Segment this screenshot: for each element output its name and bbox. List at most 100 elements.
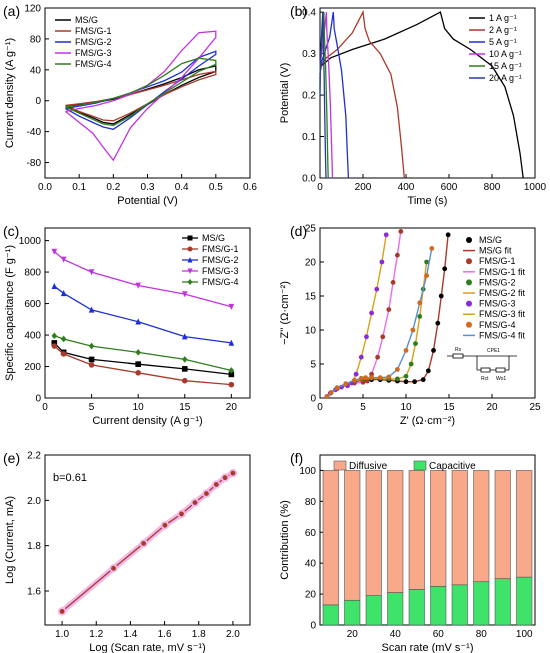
y-axis-label: Potential (V) [279,63,291,124]
y-tick-label: 100 [299,466,316,477]
nyquist-point [424,273,430,278]
capacitance-point [51,332,58,340]
capacitance-point [88,306,95,313]
x-tick-label: 5 [360,402,366,413]
capacitance-point [181,377,188,384]
nyquist-point [424,259,430,265]
y-tick-label: 2.0 [27,496,41,507]
legend-label: FMS/G-1 [75,26,112,36]
capacitance-point [228,339,235,346]
nyquist-point [395,367,400,372]
warburg-element [495,367,506,373]
nyquist-point [374,286,380,292]
y-tick-label: 5 [310,360,316,371]
capacitive-bar [387,592,404,626]
data-point [230,470,236,476]
data-point [179,511,184,517]
nyquist-point [431,348,436,353]
panel-f: 20 40 60 80 100 0 20 40 60 80 100 Scan rate (mV s⁻¹… [279,450,536,653]
legend-label: Diffusive [349,461,388,472]
capacitance-point [228,371,235,378]
capacitance-point [88,342,95,350]
circuit-label: Wo1 [496,376,506,382]
capacitive-bar [408,589,425,626]
y-tick-label: 0.0 [302,174,316,185]
nyquist-point [386,307,392,312]
x-tick-label: 0 [317,402,323,413]
nyquist-fit-line [326,248,433,398]
legend-label: FMS/G-1 fit [479,267,526,277]
capacitive-bar [473,581,490,626]
data-point [162,522,168,528]
data-point [222,475,228,481]
y-tick-label: 25 [305,224,317,235]
gcd-curve [319,11,524,179]
legend-swatch [413,460,427,471]
plot-frame [319,454,536,626]
x-tick-label: 20 [226,402,238,413]
y-tick-label: 0.3 [302,49,316,60]
capacitance-point [135,370,141,376]
x-tick-label: 20 [486,402,498,413]
diffusive-bar [365,470,382,596]
nyquist-point [324,394,330,398]
nyquist-point [386,374,392,380]
circuit-label: Rct [481,376,489,382]
data-point [59,609,65,614]
y-tick-label: 20 [305,258,317,269]
legend-label: FMS/G-2 [202,255,239,265]
nyquist-point [369,375,374,380]
y-tick-label: 0.4 [302,8,316,19]
legend-label: FMS/G-3 fit [479,309,526,319]
legend-label: MS/G [75,15,98,25]
legend-marker [187,257,193,263]
y-tick-label: 40 [305,559,317,570]
legend-label: 1 A g⁻¹ [489,13,517,23]
nyquist-point [353,371,359,377]
y-tick-label: 0 [310,394,316,405]
x-tick-label: 200 [355,182,372,193]
y-tick-label: -80 [27,158,42,169]
capacitance-point [135,318,141,325]
panel-e: 1.0 1.2 1.4 1.6 1.8 2.0 1.6 1.8 2.0 2.2 Log (Scan … [3,450,251,653]
panel-label: (b) [290,3,307,19]
nyquist-point [379,259,385,265]
circuit-label: CPE1 [487,348,500,354]
capacitance-point [88,362,95,368]
legend-label: FMS/G-4 [75,59,112,69]
x-tick-label: 0.0 [38,182,52,193]
fit-line [61,472,234,612]
nyquist-point [429,246,435,251]
legend-marker [466,237,472,243]
nyquist-point [412,379,417,385]
nyquist-point [417,314,423,319]
nyquist-plot-area [324,229,451,398]
legend-label: FMS/G-1 [202,244,239,254]
panel-a: 0.0 0.1 0.2 0.3 0.4 0.5 0.6 -80 -40 0 40 80 120 Poten… [3,3,257,207]
y-tick-label: 1.6 [27,587,41,598]
nyquist-point [420,377,426,383]
capacitance-point [181,356,188,363]
capacitance-line [53,285,232,344]
capacitance-point [228,381,235,388]
x-tick-label: 25 [529,402,541,413]
capacitance-point [181,366,188,372]
y-axis-label: −Z'' (Ω·cm⁻²) [279,281,291,345]
capacitive-bar [322,604,339,626]
nyquist-point [377,375,383,380]
nyquist-point [438,293,444,299]
legend-marker [466,258,472,265]
legend-label: MS/G fit [479,246,512,256]
x-tick-label: 60 [433,629,445,640]
capacitance-point [60,351,67,357]
nyquist-point [380,334,386,340]
capacitance-point [60,256,67,263]
x-tick-label: 0.4 [175,182,189,193]
legend-label: MS/G [202,233,225,243]
capacitance-point [51,343,58,349]
y-axis-label: Specific capacitance (F g⁻¹) [4,245,16,381]
panel-label: (c) [3,223,19,239]
x-tick-label: 600 [441,182,458,193]
capacitive-bar [516,576,533,626]
nyquist-point [435,320,441,326]
